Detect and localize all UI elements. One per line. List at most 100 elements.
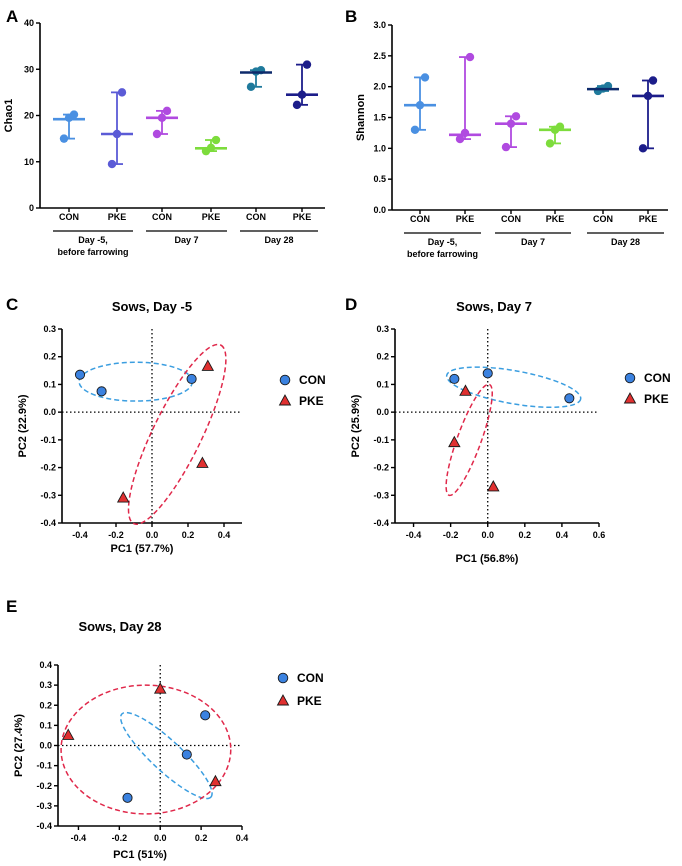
point-con: [122, 792, 133, 803]
panel-letter: A: [6, 7, 18, 26]
point-con: [564, 393, 575, 404]
y-tick-label: 40: [24, 18, 34, 28]
y-tick-label: -0.1: [373, 435, 389, 445]
panel-letter: C: [6, 295, 18, 314]
panel-letter: B: [345, 7, 357, 26]
point-pke: [459, 384, 472, 396]
y-tick-label: -0.4: [36, 821, 52, 831]
data-point: [59, 134, 69, 143]
y-tick-label: 30: [24, 64, 34, 74]
data-point: [107, 159, 117, 169]
data-point: [420, 73, 430, 82]
panel-E: E Sows, Day 28 -0.4 -0.3 -0.2 -0.1 0.0 0.1 0.2 0.…: [6, 597, 324, 861]
x-tick-label: 0.2: [182, 530, 195, 540]
series-4: [240, 65, 272, 92]
point-con: [181, 749, 192, 760]
ellipse-con: [445, 366, 582, 409]
x-tick-label: 0.2: [519, 530, 532, 540]
point-pke: [201, 359, 215, 371]
panel-B: B 0.0 0.5 1.0 1.5 2.0 2.5 3.0 Shannon CON PKE CON PK…: [345, 7, 668, 259]
category-label: CON: [246, 212, 266, 222]
category-label: CON: [59, 212, 79, 222]
data-point: [211, 135, 221, 145]
point-con: [96, 386, 107, 397]
category-label: PKE: [108, 212, 127, 222]
y-tick-label: -0.4: [40, 518, 56, 528]
x-tick-label: -0.2: [443, 530, 459, 540]
category-label: PKE: [202, 212, 221, 222]
y-tick-label: 1.0: [373, 143, 386, 153]
category-label: CON: [501, 214, 521, 224]
x-tick-label: 0.0: [154, 833, 167, 843]
data-point: [117, 88, 127, 97]
series-5: [632, 76, 664, 153]
y-tick-label: -0.1: [40, 435, 56, 445]
y-tick-label: 0.0: [373, 205, 386, 215]
y-tick-label: 2.5: [373, 51, 386, 61]
x-axis-label: PC1 (57.7%): [111, 543, 174, 555]
x-tick-label: 0.0: [481, 530, 494, 540]
y-tick-label: 0.2: [376, 352, 389, 362]
ellipse-con: [78, 361, 194, 402]
y-tick-label: 20: [24, 111, 34, 121]
y-tick-label: 0.5: [373, 174, 386, 184]
y-tick-label: -0.2: [40, 463, 56, 473]
data-point: [162, 106, 172, 116]
x-tick-label: 0.4: [556, 530, 569, 540]
legend-label-con: CON: [644, 371, 671, 385]
data-point: [648, 76, 658, 85]
y-axis-label: PC2 (25.9%): [350, 394, 362, 457]
legend: CON PKE: [278, 373, 326, 408]
point-con: [482, 368, 493, 379]
y-axis-label: PC2 (22.9%): [17, 394, 29, 457]
category-label: CON: [410, 214, 430, 224]
series-2: [146, 106, 178, 139]
data-point: [302, 60, 312, 69]
x-axis-label: PC1 (56.8%): [456, 553, 519, 565]
ellipse-pke: [127, 343, 227, 525]
x-tick-label: 0.6: [593, 530, 606, 540]
y-tick-label: -0.1: [36, 761, 52, 771]
category-label: PKE: [456, 214, 475, 224]
group-label: Day 28: [264, 235, 293, 245]
x-tick-label: 0.4: [236, 833, 249, 843]
group-label: Day 7: [174, 235, 198, 245]
ellipse-pke: [60, 684, 232, 815]
data-point: [152, 129, 162, 139]
y-tick-label: 0.2: [43, 352, 56, 362]
x-axis-label: PC1 (51%): [113, 849, 167, 861]
y-tick-label: 0.2: [39, 700, 52, 710]
panel-letter: E: [6, 597, 17, 616]
point-pke: [487, 480, 500, 492]
y-tick-label: -0.3: [40, 490, 56, 500]
y-axis-label: Chao1: [3, 99, 15, 133]
legend-label-con: CON: [297, 671, 324, 685]
series-1: [449, 52, 481, 144]
y-tick-label: 0.0: [43, 407, 56, 417]
point-con: [449, 373, 460, 384]
legend: CON PKE: [623, 371, 671, 406]
category-label: CON: [152, 212, 172, 222]
data-point: [501, 142, 511, 152]
series-4: [587, 81, 619, 96]
legend-label-pke: PKE: [644, 392, 669, 406]
legend-label-con: CON: [299, 373, 326, 387]
y-tick-label: 0.1: [376, 379, 389, 389]
panel-D: D Sows, Day 7 -0.4 -0.3 -0.2 -0.1 0.0 0.1 0.2 0.3…: [345, 295, 671, 565]
y-tick-label: 3.0: [373, 20, 386, 30]
y-tick-label: 0.3: [39, 680, 52, 690]
point-con: [200, 710, 211, 721]
y-tick-label: 1.5: [373, 113, 386, 123]
data-point: [69, 110, 79, 119]
y-tick-label: -0.4: [373, 518, 389, 528]
data-point: [638, 144, 648, 153]
data-point: [455, 134, 465, 144]
category-label: PKE: [639, 214, 658, 224]
ellipse-pke: [445, 383, 493, 497]
category-label: PKE: [293, 212, 312, 222]
y-tick-label: 0.4: [39, 660, 52, 670]
data-point: [246, 82, 256, 92]
group-label: before farrowing: [407, 249, 478, 259]
y-tick-label: 2.0: [373, 82, 386, 92]
